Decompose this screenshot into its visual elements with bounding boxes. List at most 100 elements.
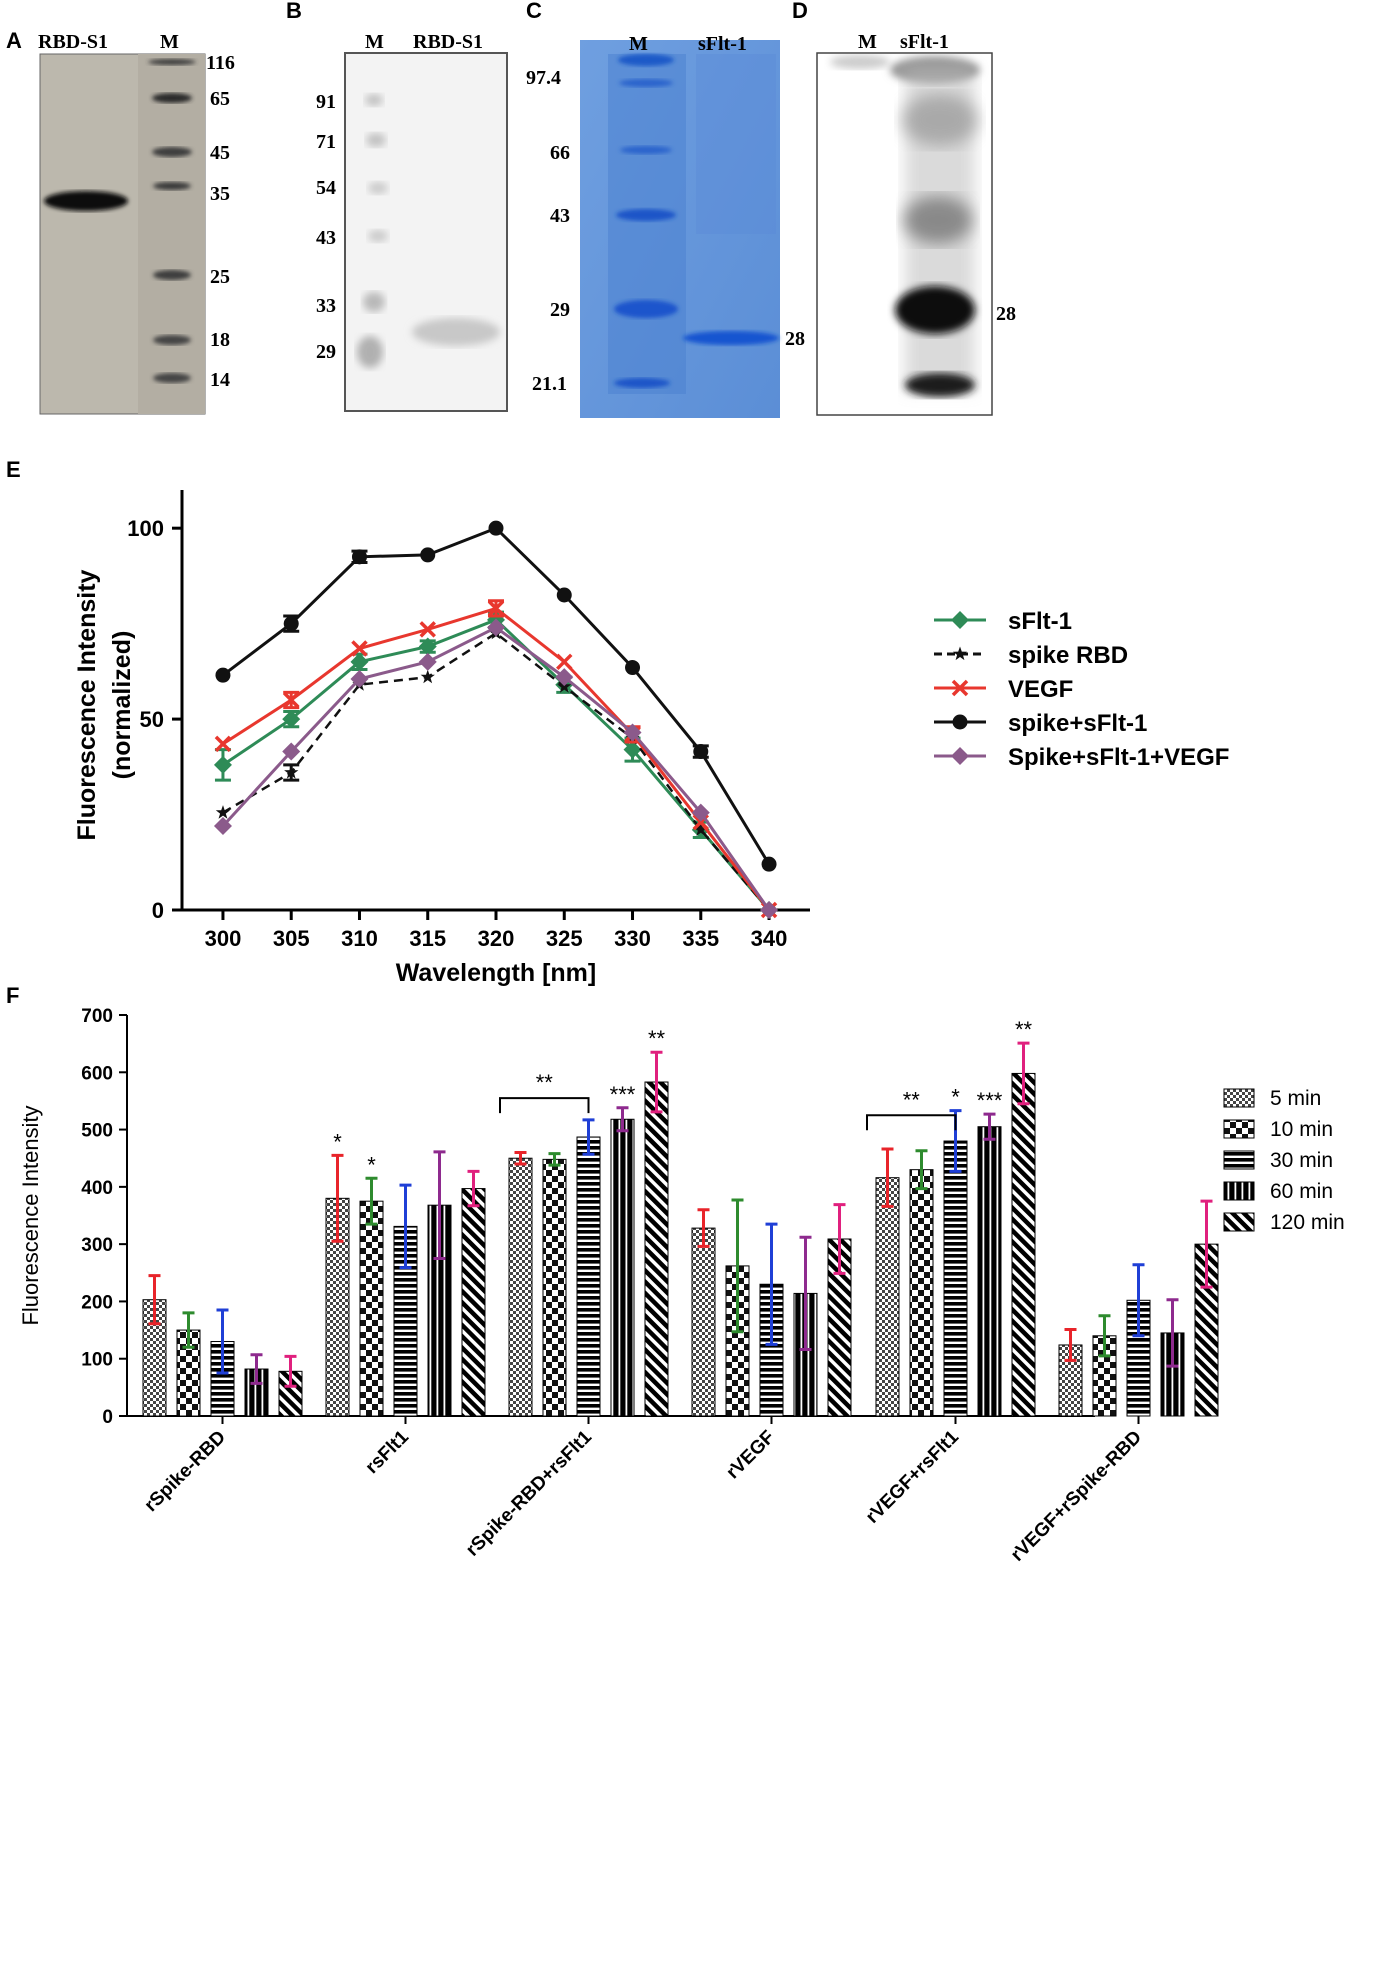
f-bar <box>691 1227 716 1417</box>
marker-band <box>619 79 673 87</box>
f-bar <box>1011 1072 1036 1417</box>
e-x-tick-label: 315 <box>409 926 446 951</box>
blot-b-marker-bands <box>357 94 388 368</box>
f-series-10-min <box>176 1149 1117 1417</box>
e-legend-entry: Spike+sFlt-1+VEGF <box>934 744 1229 771</box>
e-data-point <box>623 723 642 742</box>
panel-letter-d: D <box>792 0 808 23</box>
f-bar <box>610 1118 635 1417</box>
e-y-axis-title-2: (normalized) <box>108 631 136 780</box>
e-data-point <box>556 653 573 671</box>
e-series-line <box>222 618 771 911</box>
e-data-point <box>487 618 505 637</box>
f-error-bar <box>284 1354 297 1388</box>
f-error-bar <box>1098 1314 1111 1358</box>
blot-a-lane-m: M <box>160 31 179 53</box>
e-legend-label: spike RBD <box>1008 642 1128 669</box>
e-data-point <box>282 691 300 709</box>
f-error-bar <box>1166 1298 1179 1368</box>
marker-band <box>368 230 388 242</box>
f-significance-mark: *** <box>610 1082 636 1107</box>
marker-band <box>365 94 383 106</box>
f-series-60-min <box>244 1106 1185 1417</box>
e-data-point <box>555 668 574 687</box>
blot-d-lane-sflt1: sFlt-1 <box>900 31 949 53</box>
marker-band <box>152 93 192 103</box>
e-legend-marker <box>952 646 968 661</box>
e-legend-label: VEGF <box>1008 676 1073 703</box>
e-series-line <box>222 606 771 911</box>
e-y-tick-label: 0 <box>152 898 164 923</box>
marker-band <box>357 336 383 368</box>
f-error-bar <box>365 1176 378 1226</box>
e-x-tick-label: 305 <box>273 926 310 951</box>
e-legend-label: sFlt-1 <box>1008 608 1072 635</box>
e-data-point <box>420 669 435 684</box>
blot-c-sample-smear <box>696 54 776 234</box>
f-bar <box>508 1157 533 1417</box>
f-error-bar <box>1017 1041 1030 1106</box>
blot-d-sflt1-band <box>895 286 975 334</box>
f-legend-swatch <box>1223 1119 1255 1139</box>
f-bar <box>461 1188 486 1417</box>
marker-band <box>153 335 191 345</box>
e-data-point <box>350 652 369 671</box>
blot-a-marker-lane <box>138 54 205 414</box>
e-legend-entry: spike+sFlt-1 <box>934 710 1147 737</box>
blot-c-lane-sflt1: sFlt-1 <box>698 33 747 55</box>
f-y-tick-label: 500 <box>81 1121 113 1142</box>
f-y-tick-label: 200 <box>81 1292 113 1313</box>
e-legend-label: spike+sFlt-1 <box>1008 710 1147 737</box>
e-data-point <box>693 822 708 836</box>
f-legend-entry: 60 min <box>1223 1180 1333 1203</box>
e-legend-marker <box>951 679 969 697</box>
marker-band <box>152 147 192 157</box>
marker-band <box>153 182 191 190</box>
marker-band <box>368 182 388 194</box>
e-x-tick-label: 335 <box>682 926 719 951</box>
f-error-bar <box>1064 1328 1077 1362</box>
panel-letter-a: A <box>6 28 22 53</box>
f-bar <box>644 1081 669 1417</box>
f-y-axis-title: Fluorescence Intensity <box>18 1105 43 1325</box>
marker-label: 116 <box>206 52 235 74</box>
f-error-bar <box>799 1235 812 1352</box>
f-bracket-label: ** <box>536 1070 554 1095</box>
f-y-tick-label: 700 <box>81 1006 113 1027</box>
f-legend-label: 10 min <box>1270 1118 1333 1141</box>
f-error-bar <box>983 1112 996 1141</box>
f-series-30-min <box>210 1109 1151 1417</box>
f-error-bar <box>399 1183 412 1270</box>
e-x-tick-label: 340 <box>751 926 788 951</box>
e-data-point <box>282 742 301 761</box>
chart-f: 0 100 200 300 400 500 600 700 Fluorescence Inten… <box>18 1006 1345 1566</box>
e-data-point <box>282 710 301 729</box>
f-category-label: rsFlt1 <box>362 1426 414 1478</box>
e-series-line <box>222 631 770 911</box>
e-data-point <box>691 803 710 822</box>
blot-d-lower-band <box>905 373 975 397</box>
marker-band <box>363 292 385 312</box>
blot-c: M sFlt-1 97.4 66 43 29 21.1 28 <box>526 33 805 418</box>
f-error-bar <box>731 1198 744 1334</box>
f-significance-mark: * <box>951 1085 960 1110</box>
marker-label: 29 <box>316 341 336 363</box>
e-data-point <box>625 660 641 676</box>
f-legend-label: 120 min <box>1270 1211 1345 1234</box>
e-data-point <box>351 549 367 565</box>
e-data-point <box>351 640 368 657</box>
e-data-point <box>213 755 232 774</box>
f-category-label: rVEGF <box>722 1427 779 1484</box>
e-series-spike-rbd <box>215 625 777 917</box>
f-error-bar <box>697 1208 710 1248</box>
f-legend-entry: 30 min <box>1223 1149 1333 1172</box>
blot-b-rbd-band <box>412 318 500 346</box>
f-legend-swatch <box>1223 1212 1255 1232</box>
marker-band <box>620 146 672 154</box>
f-y-tick-label: 0 <box>102 1407 113 1428</box>
f-bracket <box>866 1114 957 1131</box>
f-series-5-min <box>142 1147 1083 1417</box>
e-legend-marker <box>951 747 969 765</box>
marker-band <box>153 373 191 383</box>
e-data-point <box>214 735 232 753</box>
